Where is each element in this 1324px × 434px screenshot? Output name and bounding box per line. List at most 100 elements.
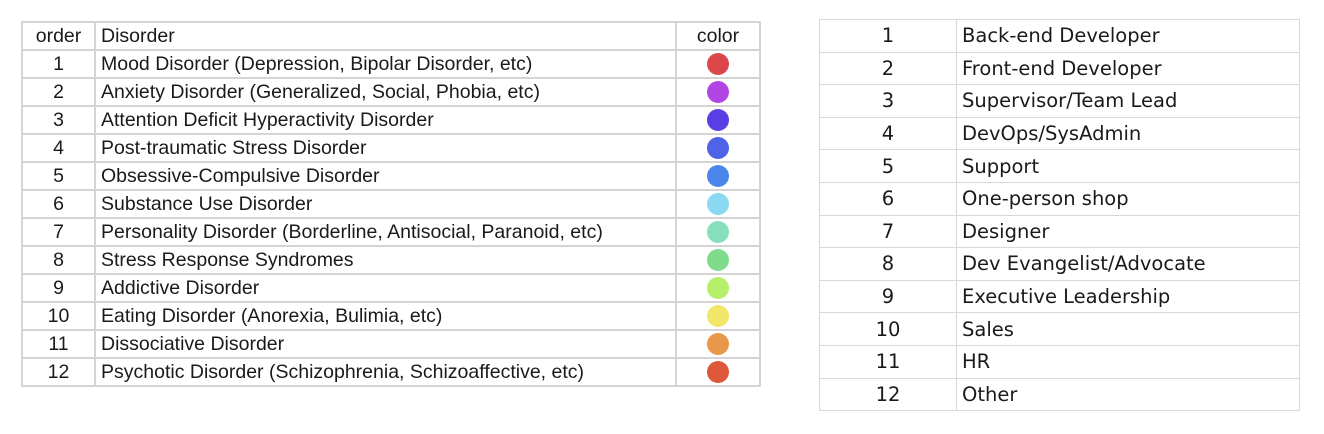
role-number-cell: 6 bbox=[819, 181, 957, 216]
table-row: 1 Mood Disorder (Depression, Bipolar Diso… bbox=[21, 49, 761, 79]
color-swatch-dot bbox=[707, 136, 729, 159]
order-cell: 12 bbox=[21, 357, 96, 387]
color-swatch-dot bbox=[707, 52, 729, 75]
color-cell bbox=[675, 49, 761, 79]
disorder-name-cell: Eating Disorder (Anorexia, Bulimia, etc) bbox=[94, 301, 677, 331]
role-name-cell: Other bbox=[956, 377, 1300, 412]
disorders-table: order Disorder color 1 Mood Disorder (Dep… bbox=[21, 21, 761, 387]
disorder-name-cell: Substance Use Disorder bbox=[94, 189, 677, 219]
disorder-name-cell: Post-traumatic Stress Disorder bbox=[94, 133, 677, 163]
table-row: 6 Substance Use Disorder bbox=[21, 189, 761, 219]
table-row: 4 Post-traumatic Stress Disorder bbox=[21, 133, 761, 163]
role-name-cell: One-person shop bbox=[956, 181, 1300, 216]
table-row: 11 HR bbox=[819, 344, 1300, 379]
role-name-cell: Support bbox=[956, 149, 1300, 183]
color-swatch-dot bbox=[707, 360, 729, 383]
disorder-name-cell: Stress Response Syndromes bbox=[94, 245, 677, 275]
color-cell bbox=[675, 273, 761, 303]
color-swatch-dot bbox=[707, 80, 729, 103]
color-cell bbox=[675, 189, 761, 219]
table-row: 8 Dev Evangelist/Advocate bbox=[819, 247, 1300, 281]
order-cell: 1 bbox=[21, 49, 96, 79]
color-swatch-dot bbox=[707, 108, 729, 131]
table-row: 12 Psychotic Disorder (Schizophrenia, Sch… bbox=[21, 357, 761, 387]
color-cell bbox=[675, 301, 761, 331]
color-swatch-dot bbox=[707, 276, 729, 299]
role-number-cell: 11 bbox=[819, 344, 957, 379]
role-name-cell: DevOps/SysAdmin bbox=[956, 116, 1300, 151]
table-row: 10 Eating Disorder (Anorexia, Bulimia, et… bbox=[21, 301, 761, 331]
role-number-cell: 4 bbox=[819, 116, 957, 151]
table-row: 8 Stress Response Syndromes bbox=[21, 245, 761, 275]
color-swatch-dot bbox=[707, 332, 729, 355]
disorder-name-cell: Attention Deficit Hyperactivity Disorder bbox=[94, 105, 677, 135]
role-number-cell: 2 bbox=[819, 51, 957, 86]
table-row: 12 Other bbox=[819, 377, 1300, 412]
order-cell: 9 bbox=[21, 273, 96, 303]
role-number-cell: 9 bbox=[819, 279, 957, 314]
order-cell: 7 bbox=[21, 217, 96, 247]
table-row: 5 Obsessive-Compulsive Disorder bbox=[21, 161, 761, 191]
order-cell: 8 bbox=[21, 245, 96, 275]
table-row: 10 Sales bbox=[819, 312, 1300, 346]
color-cell bbox=[675, 77, 761, 107]
header-order: order bbox=[21, 21, 96, 51]
order-cell: 4 bbox=[21, 133, 96, 163]
header-disorder: Disorder bbox=[94, 21, 677, 51]
role-name-cell: Dev Evangelist/Advocate bbox=[956, 247, 1300, 281]
table-row: 9 Addictive Disorder bbox=[21, 273, 761, 303]
disorder-name-cell: Psychotic Disorder (Schizophrenia, Schiz… bbox=[94, 357, 677, 387]
table-row: 7 Personality Disorder (Borderline, Antis… bbox=[21, 217, 761, 247]
order-cell: 3 bbox=[21, 105, 96, 135]
color-cell bbox=[675, 245, 761, 275]
table-row: 9 Executive Leadership bbox=[819, 279, 1300, 314]
role-name-cell: HR bbox=[956, 344, 1300, 379]
order-cell: 5 bbox=[21, 161, 96, 191]
order-cell: 6 bbox=[21, 189, 96, 219]
color-cell bbox=[675, 105, 761, 135]
disorder-name-cell: Dissociative Disorder bbox=[94, 329, 677, 359]
color-cell bbox=[675, 161, 761, 191]
disorders-table-body: 1 Mood Disorder (Depression, Bipolar Diso… bbox=[21, 49, 761, 387]
role-number-cell: 3 bbox=[819, 84, 957, 118]
table-row: 11 Dissociative Disorder bbox=[21, 329, 761, 359]
role-number-cell: 7 bbox=[819, 214, 957, 249]
order-cell: 11 bbox=[21, 329, 96, 359]
role-name-cell: Designer bbox=[956, 214, 1300, 249]
role-name-cell: Supervisor/Team Lead bbox=[956, 84, 1300, 118]
role-name-cell: Front-end Developer bbox=[956, 51, 1300, 86]
roles-table: 1 Back-end Developer 2 Front-end Developer 3… bbox=[819, 19, 1300, 412]
color-cell bbox=[675, 217, 761, 247]
order-cell: 2 bbox=[21, 77, 96, 107]
role-number-cell: 5 bbox=[819, 149, 957, 183]
disorder-name-cell: Obsessive-Compulsive Disorder bbox=[94, 161, 677, 191]
table-row: 6 One-person shop bbox=[819, 181, 1300, 216]
disorder-name-cell: Mood Disorder (Depression, Bipolar Disor… bbox=[94, 49, 677, 79]
role-name-cell: Executive Leadership bbox=[956, 279, 1300, 314]
table-row: 1 Back-end Developer bbox=[819, 19, 1300, 53]
color-cell bbox=[675, 329, 761, 359]
disorder-name-cell: Anxiety Disorder (Generalized, Social, P… bbox=[94, 77, 677, 107]
role-number-cell: 10 bbox=[819, 312, 957, 346]
color-swatch-dot bbox=[707, 220, 729, 243]
table-row: 4 DevOps/SysAdmin bbox=[819, 116, 1300, 151]
role-number-cell: 8 bbox=[819, 247, 957, 281]
table-row: 3 Supervisor/Team Lead bbox=[819, 84, 1300, 118]
color-cell bbox=[675, 133, 761, 163]
role-name-cell: Sales bbox=[956, 312, 1300, 346]
disorders-header-row: order Disorder color bbox=[21, 21, 761, 51]
color-swatch-dot bbox=[707, 192, 729, 215]
table-row: 2 Front-end Developer bbox=[819, 51, 1300, 86]
role-number-cell: 12 bbox=[819, 377, 957, 412]
role-name-cell: Back-end Developer bbox=[956, 19, 1300, 53]
disorder-name-cell: Addictive Disorder bbox=[94, 273, 677, 303]
role-number-cell: 1 bbox=[819, 19, 957, 53]
color-swatch-dot bbox=[707, 164, 729, 187]
table-row: 2 Anxiety Disorder (Generalized, Social, … bbox=[21, 77, 761, 107]
color-cell bbox=[675, 357, 761, 387]
roles-table-body: 1 Back-end Developer 2 Front-end Developer 3… bbox=[819, 19, 1300, 412]
header-color: color bbox=[675, 21, 761, 51]
color-swatch-dot bbox=[707, 248, 729, 271]
table-row: 7 Designer bbox=[819, 214, 1300, 249]
color-swatch-dot bbox=[707, 304, 729, 327]
